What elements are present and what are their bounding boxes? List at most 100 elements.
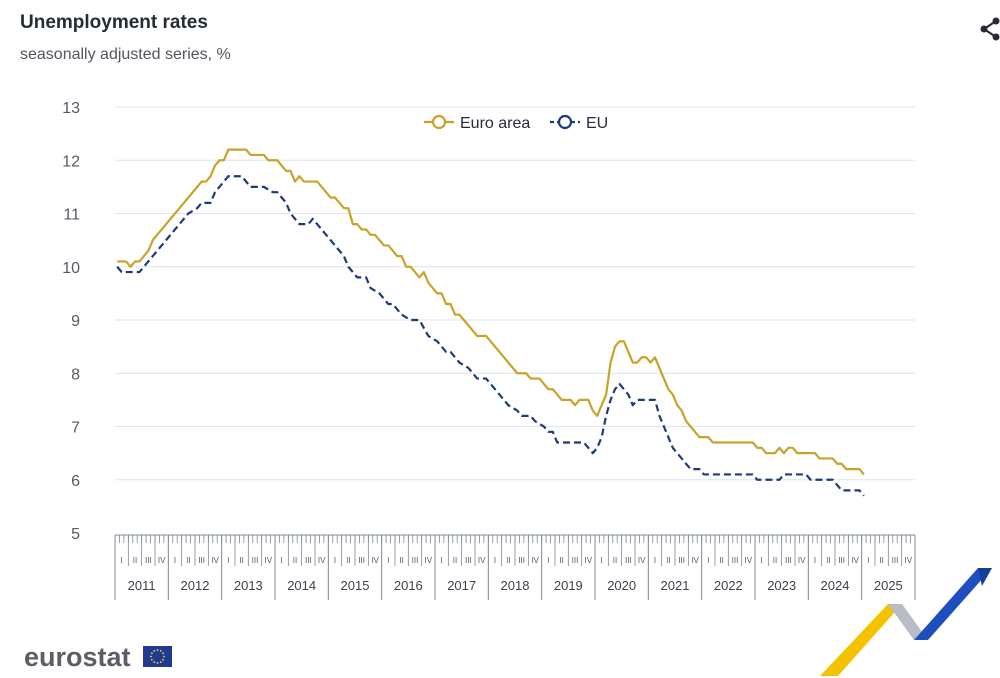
quarter-tick-label: II bbox=[133, 556, 137, 565]
y-tick-label: 7 bbox=[71, 420, 80, 437]
quarter-tick-label: II bbox=[826, 556, 830, 565]
flag-star bbox=[153, 661, 156, 664]
quarter-tick-label: III bbox=[198, 556, 205, 565]
flag-star bbox=[163, 655, 165, 658]
quarter-tick-label: IV bbox=[798, 556, 806, 565]
quarter-tick-label: IV bbox=[745, 556, 753, 565]
year-tick-label: 2019 bbox=[554, 578, 583, 593]
quarter-tick-label: III bbox=[838, 556, 845, 565]
quarter-tick-label: I bbox=[707, 556, 709, 565]
quarter-tick-label: III bbox=[518, 556, 525, 565]
y-tick-label: 6 bbox=[71, 473, 80, 490]
quarter-tick-label: IV bbox=[851, 556, 859, 565]
quarter-tick-label: II bbox=[773, 556, 777, 565]
quarter-tick-label: II bbox=[613, 556, 617, 565]
y-tick-label: 12 bbox=[62, 153, 80, 170]
legend-marker bbox=[557, 114, 573, 130]
quarter-tick-label: III bbox=[625, 556, 632, 565]
quarter-tick-label: I bbox=[761, 556, 763, 565]
flag-star bbox=[153, 649, 156, 652]
quarter-tick-label: III bbox=[465, 556, 472, 565]
quarter-tick-label: I bbox=[547, 556, 549, 565]
quarter-tick-label: IV bbox=[531, 556, 539, 565]
quarter-tick-label: III bbox=[145, 556, 152, 565]
year-tick-label: 2022 bbox=[714, 578, 743, 593]
quarter-tick-label: II bbox=[346, 556, 350, 565]
chart-subtitle: seasonally adjusted series, % bbox=[20, 46, 231, 63]
quarter-tick-label: III bbox=[572, 556, 579, 565]
year-tick-label: 2011 bbox=[128, 578, 156, 593]
quarter-tick-label: III bbox=[305, 556, 312, 565]
year-tick-label: 2012 bbox=[181, 578, 210, 593]
quarter-tick-label: IV bbox=[211, 556, 219, 565]
year-tick-label: 2024 bbox=[821, 578, 850, 593]
quarter-tick-label: II bbox=[399, 556, 403, 565]
grid-lines bbox=[115, 106, 915, 481]
eurostat-logo: eurostat bbox=[24, 642, 131, 672]
flag-star bbox=[156, 662, 159, 664]
chart-title: Unemployment rates bbox=[20, 12, 208, 33]
year-tick-label: 2021 bbox=[661, 578, 690, 593]
quarter-tick-label: IV bbox=[691, 556, 699, 565]
flag-star bbox=[150, 655, 152, 658]
quarter-tick-label: IV bbox=[585, 556, 593, 565]
quarter-tick-label: IV bbox=[371, 556, 379, 565]
quarter-tick-label: III bbox=[785, 556, 792, 565]
flag-star bbox=[159, 661, 162, 664]
quarter-tick-label: I bbox=[227, 556, 229, 565]
flag-star bbox=[156, 649, 159, 651]
quarter-tick-label: I bbox=[601, 556, 603, 565]
quarter-tick-label: I bbox=[174, 556, 176, 565]
legend-label[interactable]: EU bbox=[586, 115, 608, 132]
quarter-tick-label: III bbox=[732, 556, 739, 565]
flag-star bbox=[162, 652, 165, 655]
quarter-tick-label: II bbox=[719, 556, 723, 565]
quarter-tick-label: IV bbox=[638, 556, 646, 565]
quarter-tick-label: IV bbox=[318, 556, 326, 565]
quarter-tick-label: III bbox=[412, 556, 419, 565]
share-icon[interactable] bbox=[978, 14, 1000, 44]
y-tick-label: 9 bbox=[71, 313, 80, 330]
y-tick-label: 13 bbox=[62, 100, 80, 117]
year-tick-label: 2025 bbox=[874, 578, 903, 593]
legend-marker bbox=[431, 114, 447, 130]
quarter-tick-label: I bbox=[814, 556, 816, 565]
series-line-eu[interactable] bbox=[116, 175, 865, 497]
y-axis: 5 6 7 8 9 10 11 12 13 bbox=[62, 100, 80, 543]
quarter-tick-label: I bbox=[387, 556, 389, 565]
eu-flag-icon bbox=[143, 646, 172, 667]
year-tick-label: 2017 bbox=[447, 578, 476, 593]
quarter-tick-label: I bbox=[281, 556, 283, 565]
quarter-tick-label: III bbox=[358, 556, 365, 565]
series-line-euro-area[interactable] bbox=[117, 148, 865, 476]
quarter-tick-label: III bbox=[892, 556, 899, 565]
quarter-tick-label: I bbox=[494, 556, 496, 565]
quarter-tick-label: II bbox=[239, 556, 243, 565]
quarter-tick-label: IV bbox=[478, 556, 486, 565]
y-tick-label: 11 bbox=[63, 207, 80, 224]
year-tick-label: 2013 bbox=[234, 578, 263, 593]
legend-label[interactable]: Euro area bbox=[460, 115, 530, 132]
quarter-tick-label: II bbox=[879, 556, 883, 565]
quarter-tick-label: I bbox=[654, 556, 656, 565]
quarter-tick-label: IV bbox=[425, 556, 433, 565]
quarter-tick-label: II bbox=[666, 556, 670, 565]
quarter-tick-label: II bbox=[453, 556, 457, 565]
y-tick-label: 5 bbox=[71, 526, 80, 543]
quarter-tick-label: IV bbox=[265, 556, 273, 565]
quarter-tick-label: I bbox=[121, 556, 123, 565]
decorative-ribbon bbox=[820, 568, 992, 676]
quarter-tick-label: II bbox=[186, 556, 190, 565]
y-tick-label: 8 bbox=[71, 366, 80, 383]
quarter-tick-label: II bbox=[559, 556, 563, 565]
year-tick-label: 2016 bbox=[394, 578, 423, 593]
quarter-tick-label: IV bbox=[905, 556, 913, 565]
y-tick-label: 10 bbox=[62, 260, 80, 277]
series-lines bbox=[116, 148, 865, 497]
legend: Euro area EU bbox=[424, 114, 608, 132]
quarter-tick-label: I bbox=[867, 556, 869, 565]
flag-star bbox=[159, 649, 162, 652]
year-tick-label: 2014 bbox=[287, 578, 316, 593]
